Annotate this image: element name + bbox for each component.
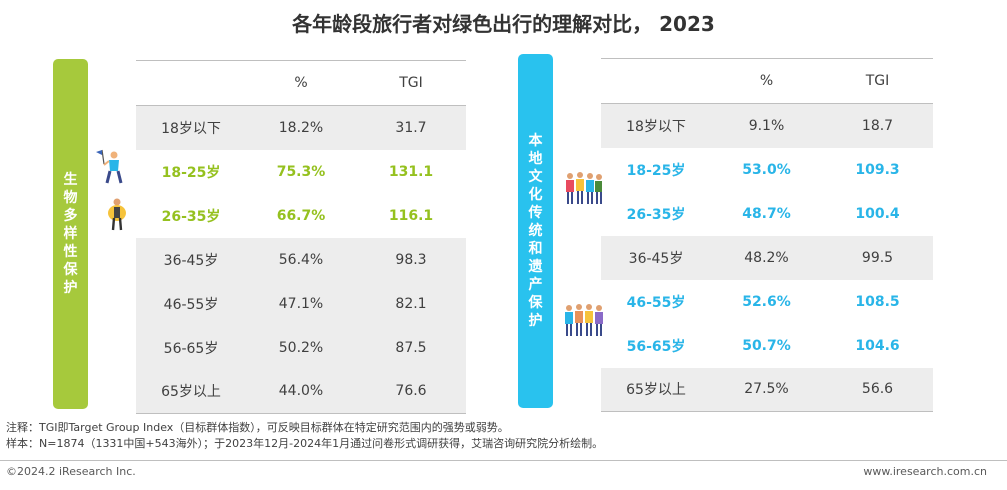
tgi-cell: 131.1 — [388, 163, 434, 180]
category-label-biodiversity: 生物多样性保护 — [63, 172, 78, 296]
percent-cell: 52.6% — [742, 293, 791, 310]
percent-cell: 44.0% — [246, 369, 356, 414]
age-cell: 65岁以上 — [136, 369, 246, 414]
group-of-travelers-icon — [565, 304, 603, 336]
tgi-cell: 104.6 — [855, 337, 900, 354]
tgi-cell: 87.5 — [356, 325, 466, 370]
percent-cell: 53.0% — [742, 161, 791, 178]
percent-cell: 50.7% — [742, 337, 791, 354]
traveler-backpack-icon — [108, 198, 126, 231]
age-cell: 26-35岁 — [161, 208, 221, 225]
age-cell: 18岁以下 — [136, 105, 246, 150]
group-of-travelers-icon — [566, 172, 602, 204]
table-row: 36-45岁 48.2% 99.5 — [601, 235, 933, 280]
age-cell: 26-35岁 — [626, 206, 686, 223]
table-row: 56-65岁 50.7% 104.6 — [601, 324, 933, 368]
category-bar-culture-heritage: 本地文化传统和遗产保护 — [518, 54, 553, 408]
column-header-tgi: TGI — [356, 60, 466, 106]
column-header-tgi: TGI — [822, 58, 933, 104]
tgi-cell: 108.5 — [855, 293, 900, 310]
percent-cell: 48.7% — [742, 205, 791, 222]
table-row: 18岁以下 18.2% 31.7 — [136, 105, 466, 150]
table-biodiversity: % TGI 18岁以下 18.2% 31.7 18-25岁 75.3% 131.… — [136, 60, 466, 414]
table-row: 46-55岁 47.1% 82.1 — [136, 281, 466, 326]
column-header-age — [601, 58, 711, 104]
notes: 注释：TGI即Target Group Index（目标群体指数），可反映目标群… — [6, 420, 603, 452]
percent-cell: 66.7% — [276, 207, 326, 224]
age-cell: 46-55岁 — [626, 294, 686, 311]
age-cell: 18-25岁 — [161, 164, 221, 181]
tgi-cell: 100.4 — [855, 205, 900, 222]
age-cell: 36-45岁 — [136, 237, 246, 282]
percent-cell: 75.3% — [276, 163, 326, 180]
table-row: 46-55岁 52.6% 108.5 — [601, 280, 933, 324]
tgi-cell: 56.6 — [822, 367, 933, 412]
table-culture-heritage: % TGI 18岁以下 9.1% 18.7 18-25岁 53.0% 109.3… — [601, 58, 933, 412]
percent-cell: 47.1% — [246, 281, 356, 326]
table-row: 18岁以下 9.1% 18.7 — [601, 103, 933, 148]
table-row: 18-25岁 75.3% 131.1 — [136, 150, 466, 194]
category-label-culture-heritage: 本地文化传统和遗产保护 — [528, 133, 543, 329]
age-cell: 18岁以下 — [601, 103, 711, 148]
percent-cell: 48.2% — [711, 235, 822, 280]
table-row: 65岁以上 44.0% 76.6 — [136, 369, 466, 414]
age-cell: 56-65岁 — [136, 325, 246, 370]
note-sample: 样本：N=1874（1331中国+543海外）；于2023年12月-2024年1… — [6, 437, 604, 450]
age-cell: 65岁以上 — [601, 367, 711, 412]
table-row: 65岁以上 27.5% 56.6 — [601, 367, 933, 412]
tgi-cell: 109.3 — [855, 161, 900, 178]
percent-cell: 56.4% — [246, 237, 356, 282]
table-row: 18-25岁 53.0% 109.3 — [601, 148, 933, 192]
column-header-age — [136, 60, 246, 106]
tgi-cell: 99.5 — [822, 235, 933, 280]
column-header-percent: % — [246, 60, 356, 106]
tgi-cell: 31.7 — [356, 105, 466, 150]
tgi-cell: 116.1 — [388, 207, 434, 224]
age-cell: 46-55岁 — [136, 281, 246, 326]
age-cell: 18-25岁 — [626, 162, 686, 179]
column-header-percent: % — [711, 58, 822, 104]
tgi-cell: 18.7 — [822, 103, 933, 148]
website-link[interactable]: www.iresearch.com.cn — [863, 465, 987, 478]
tgi-cell: 82.1 — [356, 281, 466, 326]
percent-cell: 27.5% — [711, 367, 822, 412]
table-row: 36-45岁 56.4% 98.3 — [136, 237, 466, 282]
traveler-flag-icon — [96, 149, 123, 184]
chart-title: 各年龄段旅行者对绿色出行的理解对比， 2023 — [292, 12, 715, 36]
table-header-row: % TGI — [601, 58, 933, 104]
percent-cell: 18.2% — [246, 105, 356, 150]
percent-cell: 9.1% — [711, 103, 822, 148]
tgi-cell: 76.6 — [356, 369, 466, 414]
tgi-cell: 98.3 — [356, 237, 466, 282]
age-cell: 36-45岁 — [601, 235, 711, 280]
category-bar-biodiversity: 生物多样性保护 — [53, 59, 88, 409]
copyright-text: ©2024.2 iResearch Inc. — [6, 465, 136, 478]
age-cell: 56-65岁 — [626, 338, 686, 355]
note-tgi-definition: 注释：TGI即Target Group Index（目标群体指数），可反映目标群… — [6, 421, 509, 434]
percent-cell: 50.2% — [246, 325, 356, 370]
table-row: 56-65岁 50.2% 87.5 — [136, 325, 466, 370]
table-header-row: % TGI — [136, 60, 466, 106]
footer-divider — [0, 460, 1007, 461]
table-row: 26-35岁 66.7% 116.1 — [136, 194, 466, 238]
table-row: 26-35岁 48.7% 100.4 — [601, 192, 933, 236]
